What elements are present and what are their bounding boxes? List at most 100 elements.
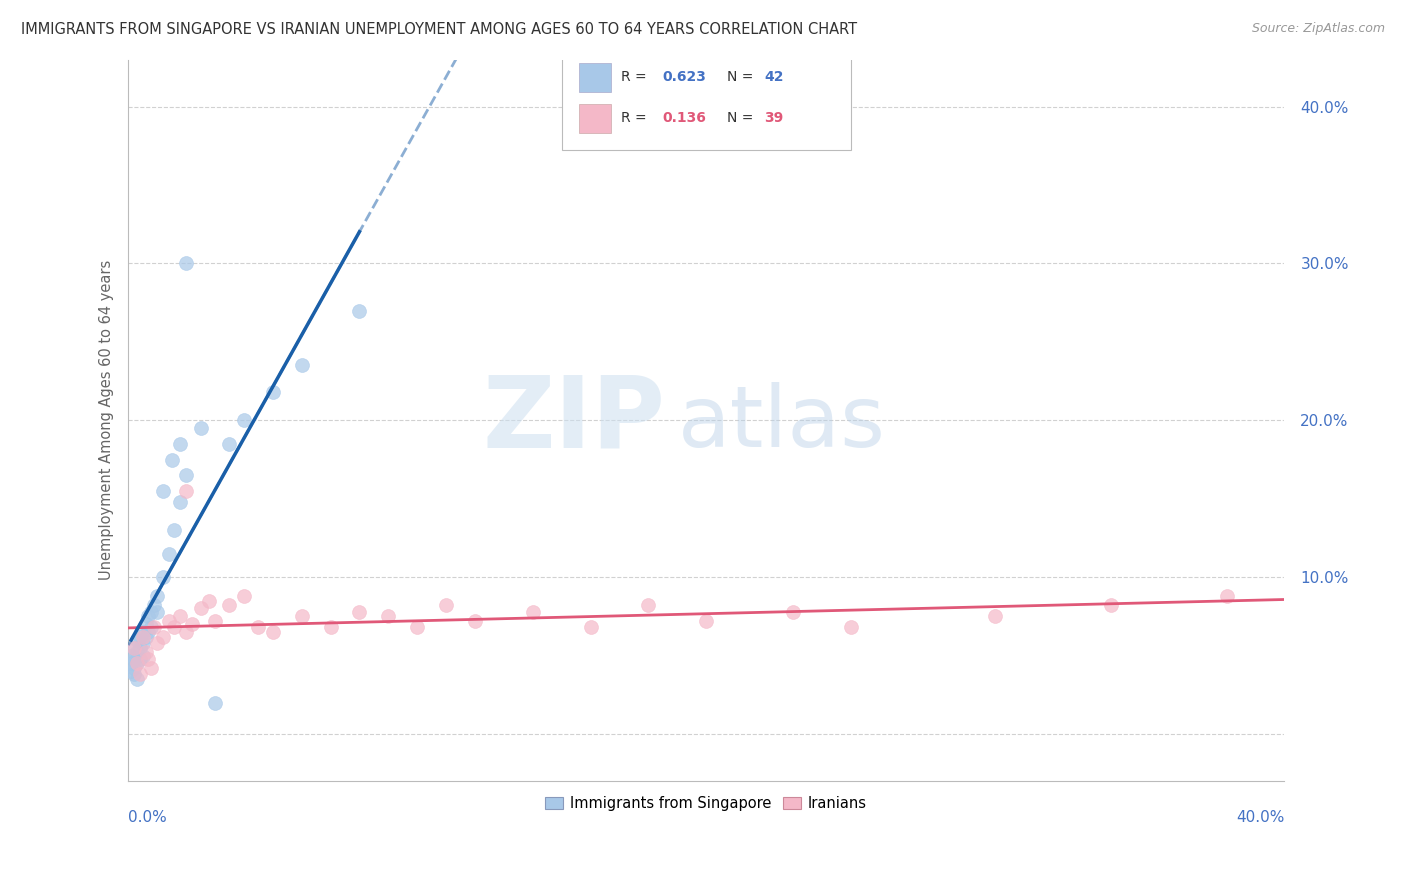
Text: N =: N = [727,70,758,84]
FancyBboxPatch shape [579,104,612,133]
Point [695,614,717,628]
Point [146,605,169,619]
Text: 42: 42 [763,70,783,84]
Point [163,523,186,537]
Point [174,468,197,483]
Point [141,605,163,619]
Point [218,437,240,451]
Point [141,661,163,675]
Point [377,609,399,624]
Text: atlas: atlas [678,383,886,466]
Point [169,609,191,624]
Point [131,625,153,640]
Point [157,614,180,628]
Point [128,667,150,681]
Point [122,640,145,655]
Point [131,648,153,663]
Point [262,385,284,400]
Point [349,303,371,318]
Point [434,599,457,613]
Point [637,599,659,613]
Point [138,609,160,624]
Point [204,696,226,710]
Text: R =: R = [620,70,651,84]
Text: 0.136: 0.136 [662,112,706,126]
FancyBboxPatch shape [579,62,612,92]
Point [120,664,142,678]
Text: 39: 39 [763,112,783,126]
Point [190,601,212,615]
Point [128,651,150,665]
Point [152,483,174,498]
Point [138,651,160,665]
Point [190,421,212,435]
Point [125,657,148,671]
Point [160,452,183,467]
Point [143,599,166,613]
Point [128,640,150,655]
Point [157,547,180,561]
Point [984,609,1007,624]
Point [839,620,862,634]
Text: IMMIGRANTS FROM SINGAPORE VS IRANIAN UNEMPLOYMENT AMONG AGES 60 TO 64 YEARS CORR: IMMIGRANTS FROM SINGAPORE VS IRANIAN UNE… [21,22,858,37]
Point [125,645,148,659]
Point [319,620,342,634]
Point [1215,589,1237,603]
Point [198,593,221,607]
Point [464,614,486,628]
Point [522,605,544,619]
Point [152,630,174,644]
Point [125,632,148,647]
Point [138,625,160,640]
Legend: Immigrants from Singapore, Iranians: Immigrants from Singapore, Iranians [540,790,873,817]
Point [135,630,157,644]
Point [1099,599,1122,613]
Point [125,657,148,671]
Point [135,645,157,659]
Text: N =: N = [727,112,758,126]
Point [204,614,226,628]
Point [122,661,145,675]
Point [291,359,314,373]
Point [125,672,148,686]
Point [128,630,150,644]
Point [174,483,197,498]
Point [143,620,166,634]
Point [169,495,191,509]
Point [120,648,142,663]
Point [579,620,602,634]
Point [120,657,142,671]
Point [122,651,145,665]
FancyBboxPatch shape [562,49,851,150]
Point [218,599,240,613]
Point [349,605,371,619]
Point [122,640,145,655]
Point [146,589,169,603]
Text: R =: R = [620,112,651,126]
Text: Source: ZipAtlas.com: Source: ZipAtlas.com [1251,22,1385,36]
Point [146,636,169,650]
Point [291,609,314,624]
Point [131,636,153,650]
Point [152,570,174,584]
Point [174,256,197,270]
Point [232,589,254,603]
Point [232,413,254,427]
Point [163,620,186,634]
Text: 40.0%: 40.0% [1236,810,1284,825]
Point [174,625,197,640]
Point [169,437,191,451]
Point [122,667,145,681]
Text: 0.623: 0.623 [662,70,706,84]
Point [131,630,153,644]
Point [141,620,163,634]
Text: ZIP: ZIP [482,372,666,469]
Point [247,620,270,634]
Text: 0.0%: 0.0% [128,810,167,825]
Y-axis label: Unemployment Among Ages 60 to 64 years: Unemployment Among Ages 60 to 64 years [100,260,114,581]
Point [406,620,429,634]
Point [782,605,804,619]
Point [135,617,157,632]
Point [180,617,202,632]
Point [262,625,284,640]
